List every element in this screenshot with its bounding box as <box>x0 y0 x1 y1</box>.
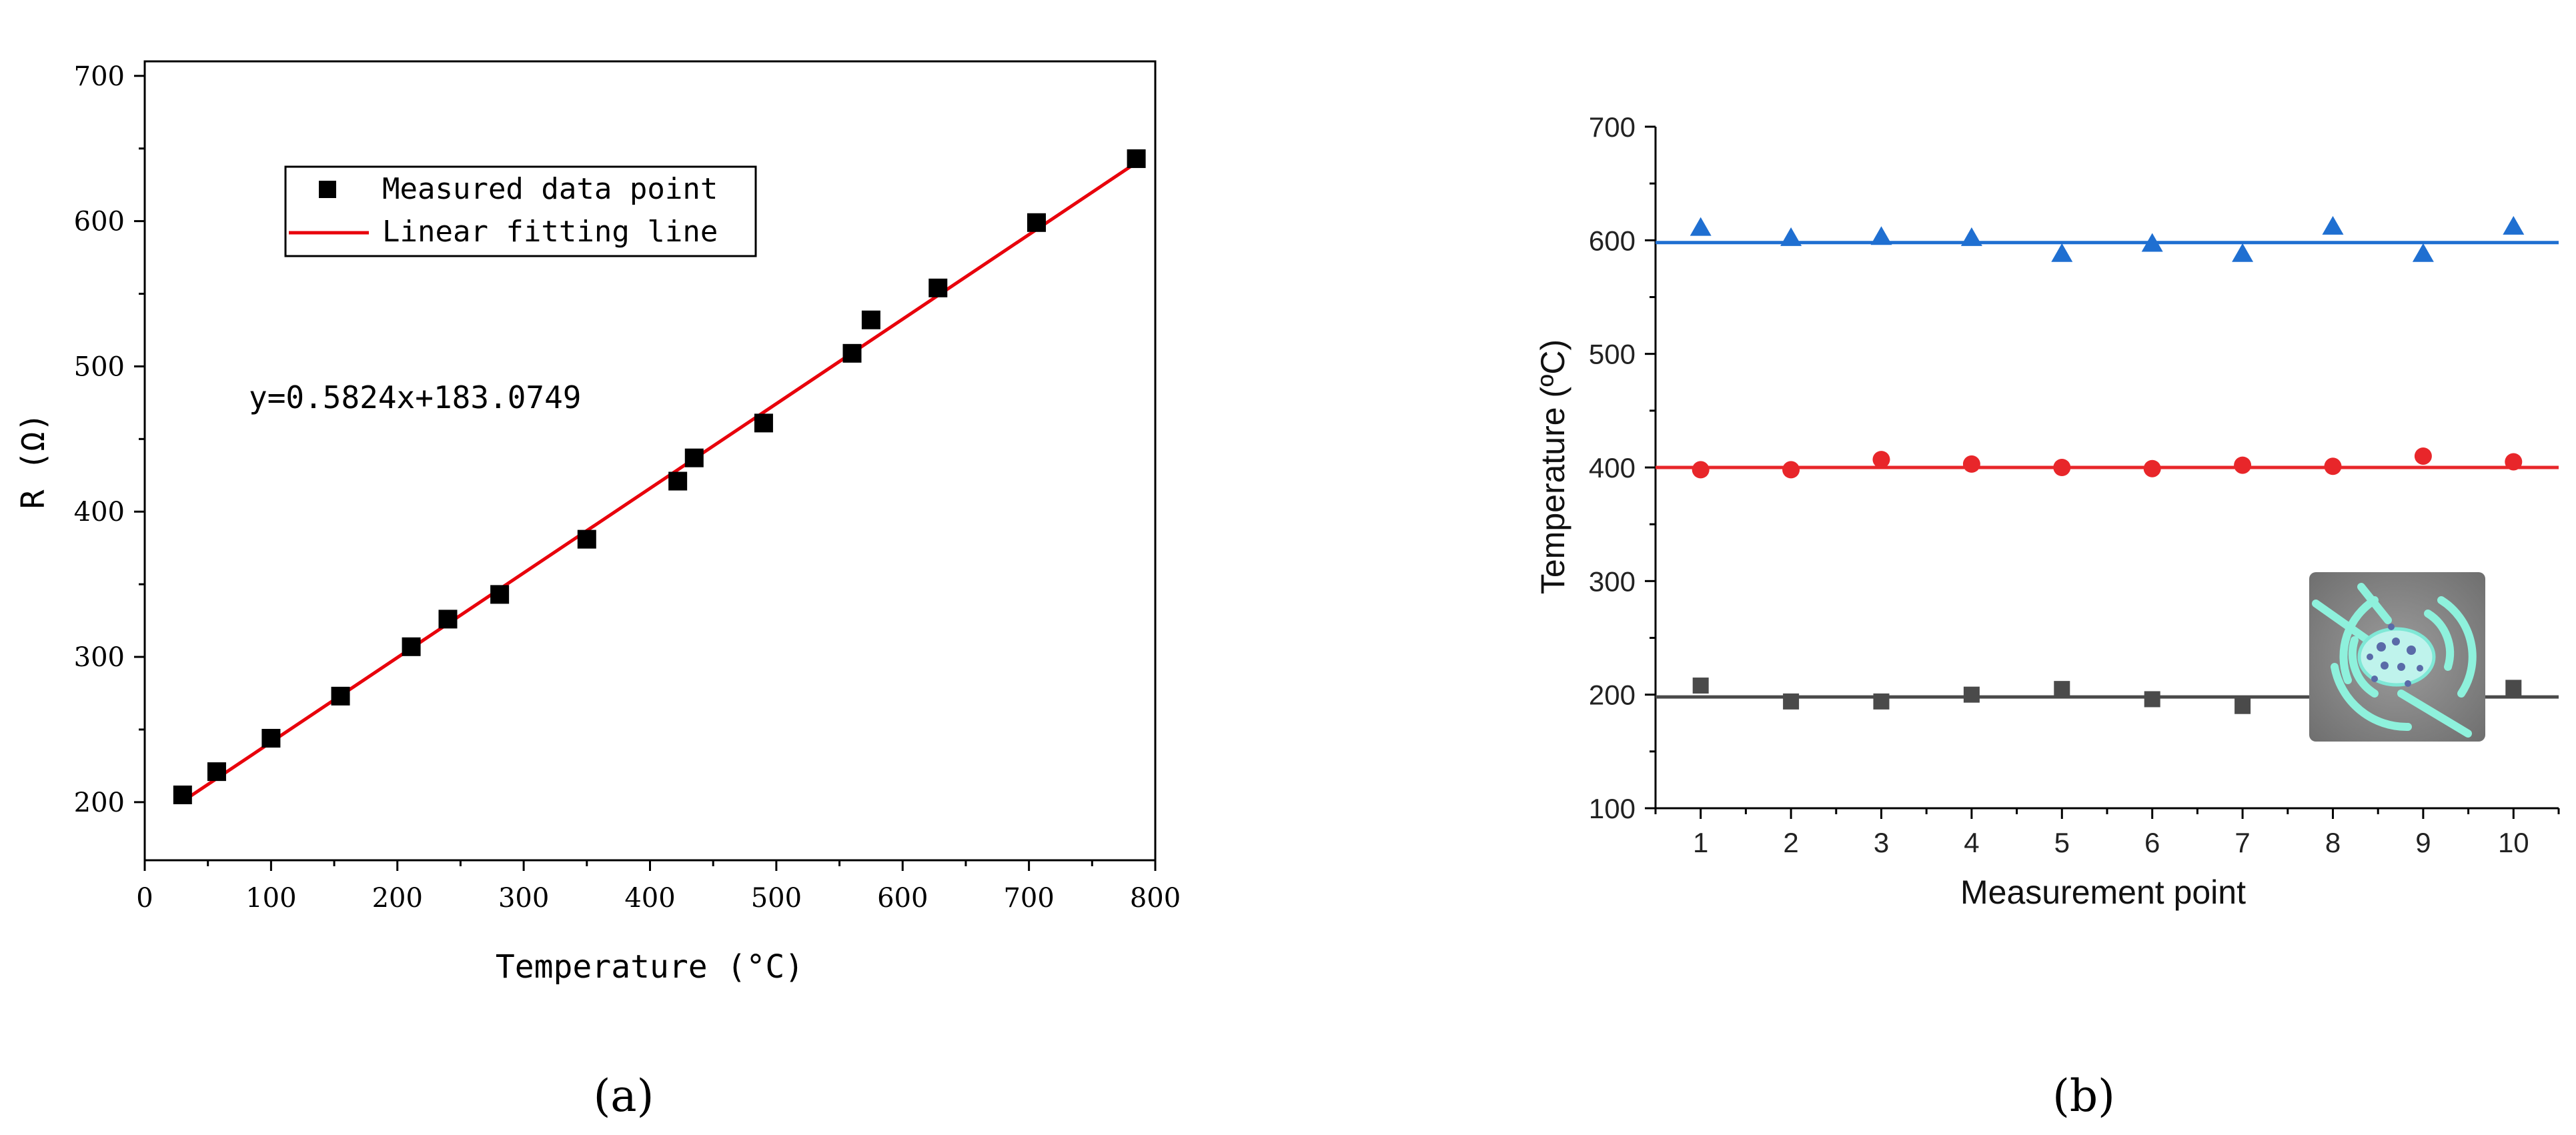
legend-box <box>284 165 757 257</box>
measured-data-point <box>754 413 773 433</box>
x-tick-label: 2 <box>1783 827 1798 858</box>
measured-data-point <box>331 686 350 706</box>
measured-data-point <box>173 785 192 804</box>
y-tick-label: 400 <box>74 497 125 527</box>
x-tick-label: 3 <box>1874 827 1889 858</box>
triangle-data-point <box>1780 227 1802 246</box>
y-tick-label: 500 <box>1589 339 1636 370</box>
x-tick-label: 7 <box>2234 827 2250 858</box>
square-data-point <box>2505 680 2522 696</box>
y-tick-label: 200 <box>1589 680 1636 711</box>
circle-data-point <box>1782 461 1800 479</box>
triangle-data-point <box>1960 227 1982 246</box>
y-tick-label: 400 <box>1589 452 1636 483</box>
x-tick-label: 400 <box>624 883 675 914</box>
x-tick-label: 1 <box>1693 827 1708 858</box>
square-data-point <box>2054 681 2070 698</box>
square-data-point <box>2234 698 2251 714</box>
y-tick-label: 300 <box>74 642 125 673</box>
circle-data-point <box>2143 459 2161 477</box>
square-data-point <box>2144 691 2160 708</box>
measured-data-point <box>684 448 704 467</box>
y-tick-label: 500 <box>74 351 125 382</box>
sensor-inset-image <box>2309 572 2485 742</box>
y-tick-label: 100 <box>1589 793 1636 824</box>
x-tick-label: 8 <box>2325 827 2341 858</box>
panel-b-x-ticks: 1 2 3 4 5 6 7 8 9 10 <box>1654 808 2560 858</box>
panel-a-data-points <box>173 149 1146 804</box>
panel-b-y-axis-label: Temperature (ºC) <box>1534 339 1571 594</box>
panel-a-x-axis-label: Temperature (°C) <box>496 948 804 986</box>
x-tick-label: 700 <box>1003 883 1054 914</box>
measured-data-point <box>1027 213 1046 232</box>
x-tick-label: 800 <box>1130 883 1181 914</box>
panel-b-data-points <box>1690 215 2525 714</box>
triangle-data-point <box>2322 215 2344 235</box>
measured-data-point <box>861 310 880 329</box>
legend-label-fit: Linear fitting line <box>382 215 718 249</box>
circle-data-point <box>2505 453 2523 471</box>
square-data-point <box>1873 693 1890 710</box>
legend-marker-square <box>319 181 336 198</box>
legend: Measured data point Linear fitting line <box>284 165 757 257</box>
measured-data-point <box>402 637 421 656</box>
panel-b-x-axis-label: Measurement point <box>1960 874 2246 911</box>
fit-equation: y=0.5824x+183.0749 <box>249 379 582 415</box>
x-tick-label: 200 <box>372 883 423 914</box>
x-tick-label: 100 <box>245 883 296 914</box>
square-data-point <box>1692 678 1709 694</box>
circle-data-point <box>2053 459 2071 476</box>
y-tick-label: 200 <box>74 788 125 818</box>
x-tick-label: 10 <box>2498 827 2529 858</box>
circle-data-point <box>1872 451 1890 469</box>
triangle-data-point <box>1690 217 1712 236</box>
linear-fit-line <box>181 161 1137 803</box>
x-tick-label: 0 <box>136 883 153 914</box>
measured-data-point <box>1127 149 1146 168</box>
x-tick-label: 300 <box>498 883 549 914</box>
panel-b-chart: 1 2 3 4 5 6 7 8 9 10 100 200 300 400 500 600 700 <box>1534 111 2560 1122</box>
square-data-point <box>1783 693 1800 710</box>
y-tick-label: 600 <box>74 207 125 237</box>
y-tick-label: 300 <box>1589 565 1636 597</box>
legend-label-measured: Measured data point <box>382 172 718 206</box>
x-tick-label: 500 <box>751 883 802 914</box>
triangle-data-point <box>2503 215 2525 235</box>
measured-data-point <box>928 278 948 297</box>
measured-data-point <box>842 343 862 363</box>
triangle-data-point <box>1870 226 1892 245</box>
x-tick-label: 4 <box>1964 827 1979 858</box>
triangle-data-point <box>2141 233 2163 252</box>
y-tick-label: 700 <box>1589 111 1636 143</box>
x-tick-label: 6 <box>2144 827 2160 858</box>
measured-data-point <box>207 762 226 782</box>
circle-data-point <box>2324 457 2342 475</box>
measured-data-point <box>668 471 688 491</box>
triangle-data-point <box>2051 243 2073 262</box>
y-tick-label: 600 <box>1589 225 1636 256</box>
panel-b-y-ticks: 100 200 300 400 500 600 700 <box>1589 111 1656 824</box>
x-tick-label: 600 <box>877 883 928 914</box>
x-tick-label: 9 <box>2415 827 2431 858</box>
measured-data-point <box>261 729 281 748</box>
panel-a-y-axis-label: R (Ω) <box>15 413 52 509</box>
y-tick-label: 700 <box>74 61 125 92</box>
panel-b-label: (b) <box>2052 1070 2115 1122</box>
circle-data-point <box>2234 456 2252 474</box>
circle-data-point <box>2414 447 2432 465</box>
square-data-point <box>1963 686 1980 703</box>
circle-data-point <box>1962 455 1980 473</box>
measured-data-point <box>577 529 596 549</box>
measured-data-point <box>490 585 510 604</box>
triangle-data-point <box>2232 243 2254 262</box>
circle-data-point <box>1692 461 1710 479</box>
x-tick-label: 5 <box>2054 827 2070 858</box>
triangle-data-point <box>2412 243 2434 262</box>
panel-a-x-ticks: 0 100 200 300 400 500 600 700 800 <box>136 860 1181 914</box>
panel-a-y-ticks: 200 300 400 500 600 700 <box>74 61 145 818</box>
panel-a-label: (a) <box>594 1070 654 1122</box>
panel-a-chart: 0 100 200 300 400 500 600 700 800 200 300 400 500 60… <box>15 60 1181 1122</box>
measured-data-point <box>438 610 458 629</box>
